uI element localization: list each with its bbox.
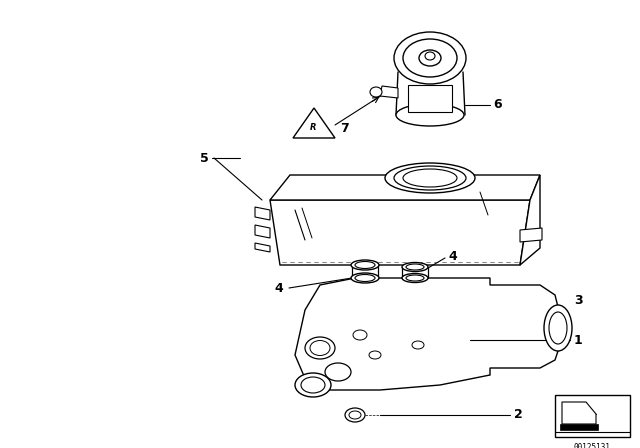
- Ellipse shape: [544, 305, 572, 351]
- Text: 4: 4: [274, 281, 283, 294]
- Ellipse shape: [351, 260, 379, 270]
- Text: 00125131: 00125131: [574, 443, 611, 448]
- Ellipse shape: [345, 408, 365, 422]
- Polygon shape: [562, 402, 596, 424]
- Ellipse shape: [394, 166, 466, 190]
- Polygon shape: [295, 278, 560, 390]
- Polygon shape: [560, 424, 598, 430]
- Ellipse shape: [385, 163, 475, 193]
- Ellipse shape: [396, 104, 464, 126]
- Ellipse shape: [349, 411, 361, 419]
- Ellipse shape: [402, 273, 428, 283]
- Ellipse shape: [295, 373, 331, 397]
- Ellipse shape: [355, 262, 375, 268]
- Ellipse shape: [403, 169, 457, 187]
- Ellipse shape: [355, 275, 375, 281]
- Polygon shape: [270, 200, 530, 265]
- Ellipse shape: [351, 273, 379, 283]
- Ellipse shape: [406, 264, 424, 270]
- Ellipse shape: [402, 263, 428, 271]
- Text: 4: 4: [448, 250, 457, 263]
- Ellipse shape: [419, 50, 441, 66]
- Text: 1: 1: [574, 333, 583, 346]
- Ellipse shape: [425, 52, 435, 60]
- Text: 6: 6: [493, 99, 502, 112]
- Ellipse shape: [353, 330, 367, 340]
- Polygon shape: [255, 225, 270, 238]
- Ellipse shape: [406, 275, 424, 281]
- Polygon shape: [255, 243, 270, 252]
- Ellipse shape: [549, 312, 567, 344]
- Ellipse shape: [305, 337, 335, 359]
- Polygon shape: [255, 207, 270, 220]
- Polygon shape: [270, 175, 540, 200]
- Ellipse shape: [412, 341, 424, 349]
- Ellipse shape: [369, 351, 381, 359]
- Text: R: R: [310, 124, 316, 133]
- Polygon shape: [520, 175, 540, 265]
- Ellipse shape: [403, 39, 457, 77]
- Text: 7: 7: [340, 121, 349, 134]
- Polygon shape: [380, 86, 398, 98]
- Polygon shape: [408, 85, 452, 112]
- Ellipse shape: [325, 363, 351, 381]
- Polygon shape: [293, 108, 335, 138]
- Ellipse shape: [310, 340, 330, 356]
- Text: 5: 5: [200, 151, 209, 164]
- Ellipse shape: [394, 32, 466, 84]
- Polygon shape: [520, 228, 542, 242]
- Ellipse shape: [301, 377, 325, 393]
- Text: 3: 3: [574, 293, 582, 306]
- Ellipse shape: [370, 87, 382, 97]
- Bar: [555, 395, 630, 437]
- Text: 2: 2: [514, 409, 523, 422]
